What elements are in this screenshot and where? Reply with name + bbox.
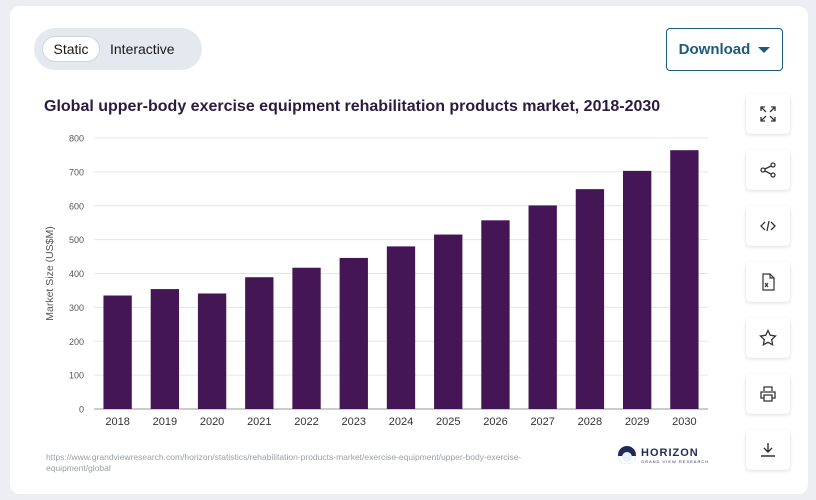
interactive-option[interactable]: Interactive xyxy=(110,41,175,57)
x-tick-label: 2029 xyxy=(625,416,649,428)
bar-2020[interactable] xyxy=(197,293,227,409)
x-tick-label: 2023 xyxy=(342,416,366,428)
bar-2022[interactable] xyxy=(292,267,321,409)
y-tick-label: 800 xyxy=(69,134,84,144)
x-tick-label: 2021 xyxy=(247,416,271,428)
y-tick-label: 400 xyxy=(69,269,84,279)
bar-2026[interactable] xyxy=(481,220,510,409)
source-url[interactable]: https://www.grandviewresearch.com/horizo… xyxy=(46,452,522,473)
favorite-button[interactable] xyxy=(746,318,790,358)
bar-2028[interactable] xyxy=(575,189,605,409)
y-tick-label: 500 xyxy=(69,235,84,245)
download-icon xyxy=(761,443,775,457)
tool-sidebar xyxy=(746,94,790,486)
fullscreen-icon xyxy=(760,106,776,122)
x-tick-label: 2018 xyxy=(105,416,129,428)
print-button[interactable] xyxy=(746,374,790,414)
logo-name: HORIZON xyxy=(641,446,699,459)
bar-2030[interactable] xyxy=(670,150,699,409)
download-button[interactable]: Download xyxy=(666,28,783,71)
chart-title: Global upper-body exercise equipment reh… xyxy=(44,98,661,115)
chart-card: Static Interactive Download Global upper… xyxy=(10,6,808,494)
download-label: Download xyxy=(678,41,751,58)
x-tick-label: 2020 xyxy=(200,416,224,428)
logo-sub: GRAND VIEW RESEARCH xyxy=(641,458,710,464)
y-tick-label: 700 xyxy=(69,167,84,177)
bar-2027[interactable] xyxy=(528,205,557,409)
bar-2019[interactable] xyxy=(150,289,180,409)
static-option[interactable]: Static xyxy=(42,36,100,62)
y-tick-label: 100 xyxy=(69,371,84,381)
y-tick-label: 200 xyxy=(69,337,84,347)
view-toggle: Static Interactive xyxy=(34,28,202,70)
share-button[interactable] xyxy=(746,150,790,190)
y-tick-label: 0 xyxy=(79,405,84,415)
x-tick-label: 2025 xyxy=(436,416,460,428)
x-tick-label: 2024 xyxy=(389,416,413,428)
bar-2023[interactable] xyxy=(339,257,368,409)
x-tick-label: 2019 xyxy=(153,416,177,428)
bar-2029[interactable] xyxy=(622,170,652,409)
bar-2018[interactable] xyxy=(103,295,132,409)
x-tick-label: 2026 xyxy=(483,416,507,428)
share-icon xyxy=(760,162,776,178)
bar-2021[interactable] xyxy=(245,277,274,409)
fullscreen-button[interactable] xyxy=(746,94,790,134)
embed-icon xyxy=(760,220,776,232)
y-axis-label: Market Size (US$M) xyxy=(44,226,56,321)
star-icon xyxy=(759,329,777,347)
y-tick-label: 600 xyxy=(69,201,84,211)
logo-mark-icon xyxy=(618,446,636,464)
bar-2025[interactable] xyxy=(434,234,463,409)
x-tick-label: 2030 xyxy=(672,416,696,428)
x-tick-label: 2022 xyxy=(294,416,318,428)
xls-button[interactable] xyxy=(746,262,790,302)
caret-down-icon xyxy=(758,46,771,53)
download-file-button[interactable] xyxy=(746,430,790,470)
bar-2024[interactable] xyxy=(386,246,416,409)
embed-button[interactable] xyxy=(746,206,790,246)
xls-icon xyxy=(762,273,775,291)
bar-chart: 0 100 200 300 400 500 600 700 800 2018 2019 2020 202… xyxy=(44,134,708,428)
x-tick-label: 2027 xyxy=(530,416,554,428)
y-tick-label: 300 xyxy=(69,303,84,313)
x-tick-label: 2028 xyxy=(578,416,602,428)
horizon-logo: HORIZON GRAND VIEW RESEARCH xyxy=(618,446,709,464)
print-icon xyxy=(760,386,776,402)
